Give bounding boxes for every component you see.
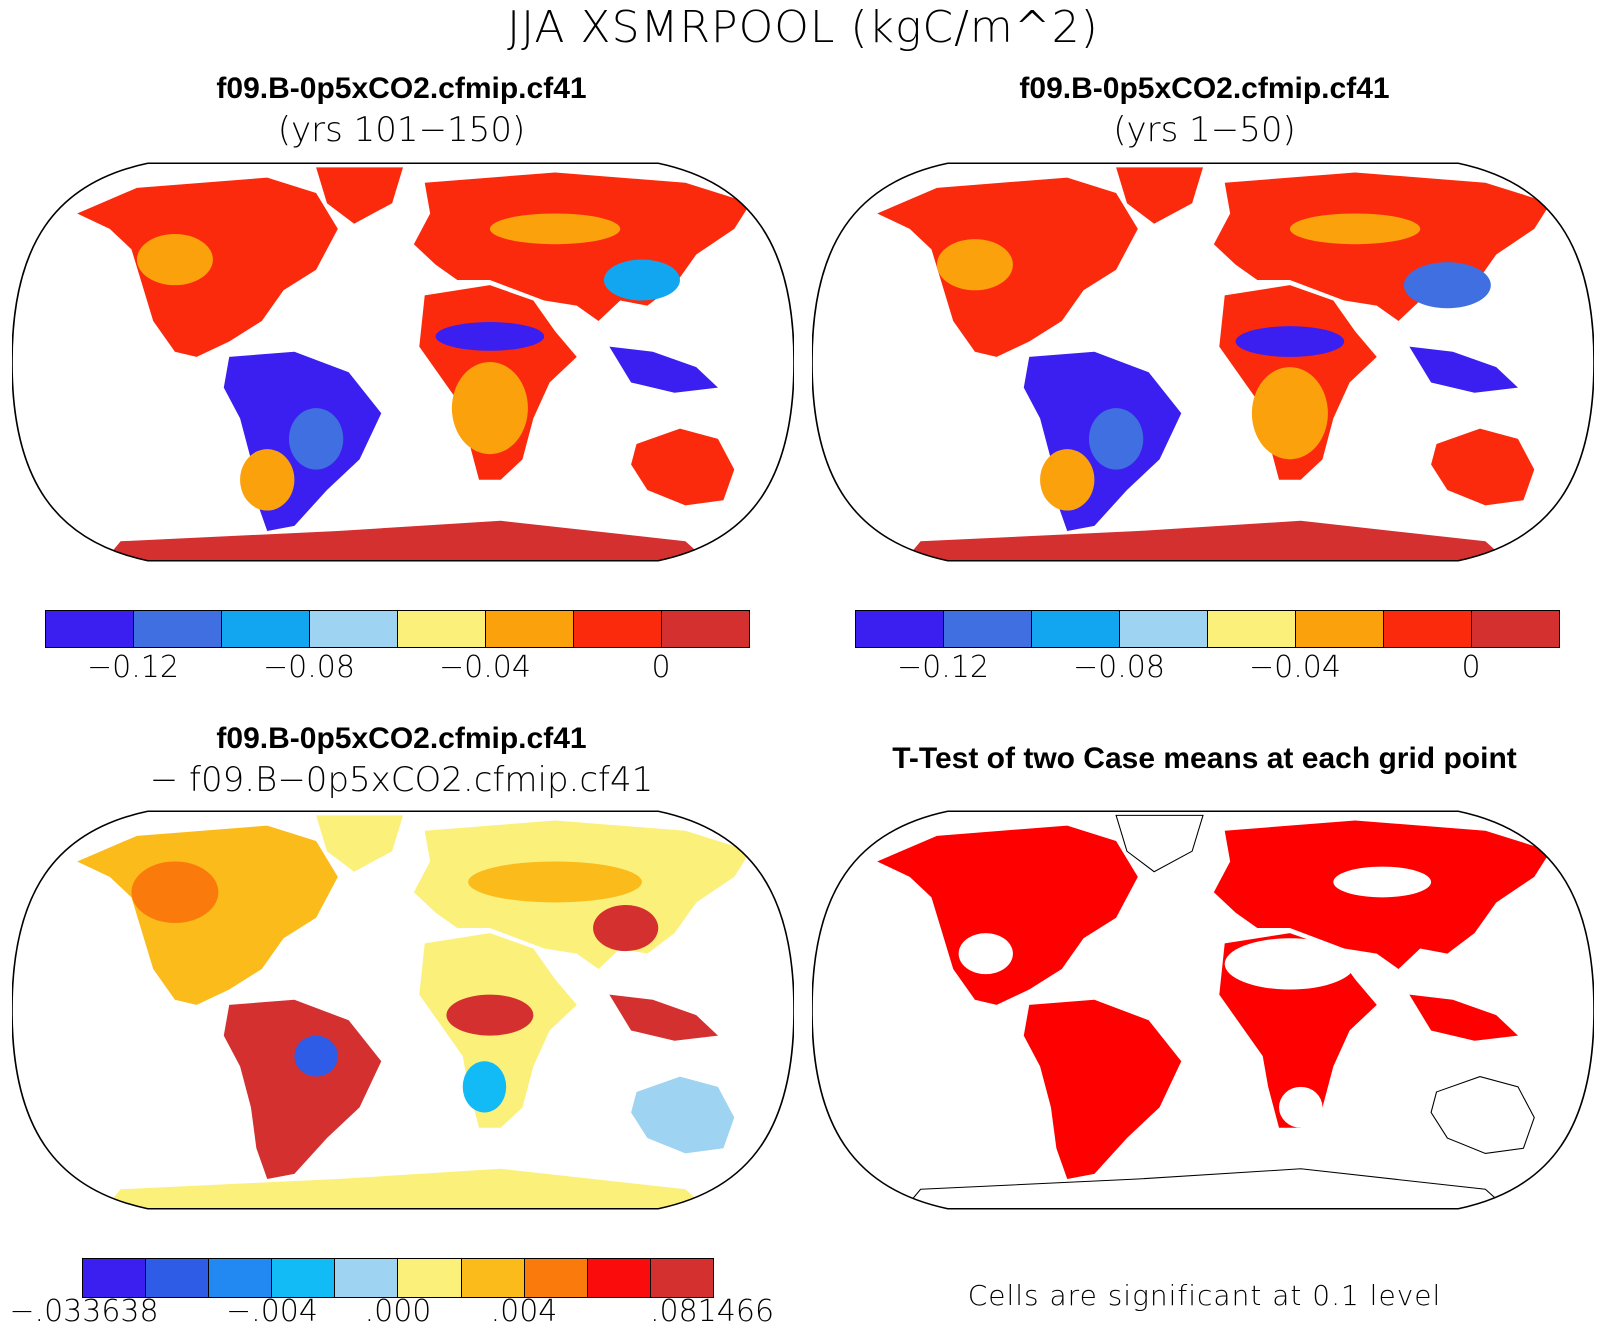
colorbar-cell: [398, 1259, 462, 1297]
panel-1-colorbar: [45, 610, 750, 648]
colorbar-cell: [1208, 611, 1296, 647]
panel-2-map: [812, 162, 1594, 562]
region-patch: [131, 861, 219, 923]
colorbar-cell: [134, 611, 222, 647]
colorbar-cell: [83, 1259, 147, 1297]
colorbar-cell: [1120, 611, 1208, 647]
panel-2-colorbar: [855, 610, 1560, 648]
southeast-asia: [1409, 346, 1518, 393]
region-patch: [136, 233, 213, 286]
region-patch: [958, 933, 1013, 975]
antarctica: [104, 520, 708, 561]
colorbar-tick: −.004: [226, 1294, 318, 1329]
region-patch: [1224, 938, 1356, 990]
colorbar-tick: −0.12: [87, 650, 179, 685]
australia: [1431, 428, 1535, 506]
colorbar-tick: 0: [651, 650, 671, 685]
region-patch: [294, 1035, 338, 1077]
north-america: [877, 825, 1138, 1005]
main-title: JJA XSMRPOOL (kgC/m^2): [507, 2, 1099, 53]
region-patch: [462, 1061, 507, 1113]
panel-4-map: [812, 810, 1594, 1210]
colorbar-cell: [310, 611, 398, 647]
colorbar-tick: −.033638: [9, 1294, 159, 1329]
colorbar-tick: .000: [364, 1294, 432, 1329]
antarctica: [904, 520, 1508, 561]
panel-3-map: [12, 810, 794, 1210]
region-patch: [1040, 449, 1095, 511]
region-patch: [1333, 866, 1432, 898]
australia: [631, 428, 735, 506]
colorbar-cell: [650, 1259, 713, 1297]
antarctica: [104, 1168, 708, 1209]
colorbar-cell: [398, 611, 486, 647]
region-patch: [240, 449, 295, 511]
colorbar-cell: [335, 1259, 399, 1297]
region-patch: [1088, 408, 1144, 470]
colorbar-cell: [209, 1259, 273, 1297]
southeast-asia: [609, 346, 718, 393]
colorbar-cell: [1384, 611, 1472, 647]
region-patch: [451, 362, 528, 455]
region-patch: [1235, 326, 1345, 357]
southeast-asia: [609, 994, 718, 1041]
panel-2-title: f09.B-0p5xCO2.cfmip.cf41: [1019, 72, 1390, 105]
colorbar-tick: −0.04: [1249, 650, 1341, 685]
region-patch: [435, 322, 545, 351]
colorbar-cell: [856, 611, 944, 647]
region-patch: [489, 213, 621, 245]
panel-3-title: f09.B-0p5xCO2.cfmip.cf41: [216, 722, 587, 755]
region-patch: [446, 994, 534, 1036]
australia: [631, 1076, 735, 1154]
region-patch: [1403, 262, 1491, 309]
colorbar-cell: [1296, 611, 1384, 647]
colorbar-cell: [662, 611, 749, 647]
panel-3-subtitle: − f09.B−0p5xCO2.cfmip.cf41: [149, 760, 654, 800]
region-patch: [1279, 1086, 1323, 1128]
panel-1-subtitle: (yrs 101−150): [277, 110, 526, 150]
colorbar-tick: .081466: [649, 1294, 775, 1329]
colorbar-tick: −0.12: [897, 650, 989, 685]
region-patch: [1251, 367, 1328, 460]
colorbar-cell: [272, 1259, 336, 1297]
antarctica: [903, 1168, 1508, 1209]
south-america: [223, 999, 382, 1180]
colorbar-cell: [1032, 611, 1120, 647]
colorbar-tick: 0: [1461, 650, 1481, 685]
colorbar-cell: [46, 611, 134, 647]
region-patch: [593, 905, 659, 952]
region-patch: [288, 408, 344, 470]
colorbar-cell: [222, 611, 310, 647]
panel-3-colorbar: [82, 1258, 714, 1298]
colorbar-cell: [587, 1259, 651, 1297]
region-patch: [603, 259, 680, 301]
colorbar-cell: [1472, 611, 1559, 647]
colorbar-tick: −0.04: [439, 650, 531, 685]
north-america: [77, 825, 338, 1005]
colorbar-cell: [461, 1259, 525, 1297]
colorbar-cell: [146, 1259, 210, 1297]
colorbar-tick: .004: [490, 1294, 558, 1329]
australia: [1430, 1076, 1535, 1154]
colorbar-tick: −0.08: [1073, 650, 1165, 685]
panel-1-map: [12, 162, 794, 562]
region-patch: [1289, 213, 1421, 245]
colorbar-cell: [574, 611, 662, 647]
south-america: [1023, 999, 1182, 1180]
region-patch: [468, 861, 642, 903]
panel-4-title: T-Test of two Case means at each grid po…: [892, 742, 1517, 775]
colorbar-cell: [486, 611, 574, 647]
colorbar-cell: [944, 611, 1032, 647]
panel-2-subtitle: (yrs 1−50): [1113, 110, 1296, 150]
colorbar-cell: [524, 1259, 588, 1297]
colorbar-tick: −0.08: [263, 650, 355, 685]
panel-1-title: f09.B-0p5xCO2.cfmip.cf41: [216, 72, 587, 105]
region-patch: [936, 239, 1013, 291]
southeast-asia: [1409, 994, 1518, 1041]
significance-note: Cells are significant at 0.1 level: [967, 1279, 1442, 1312]
